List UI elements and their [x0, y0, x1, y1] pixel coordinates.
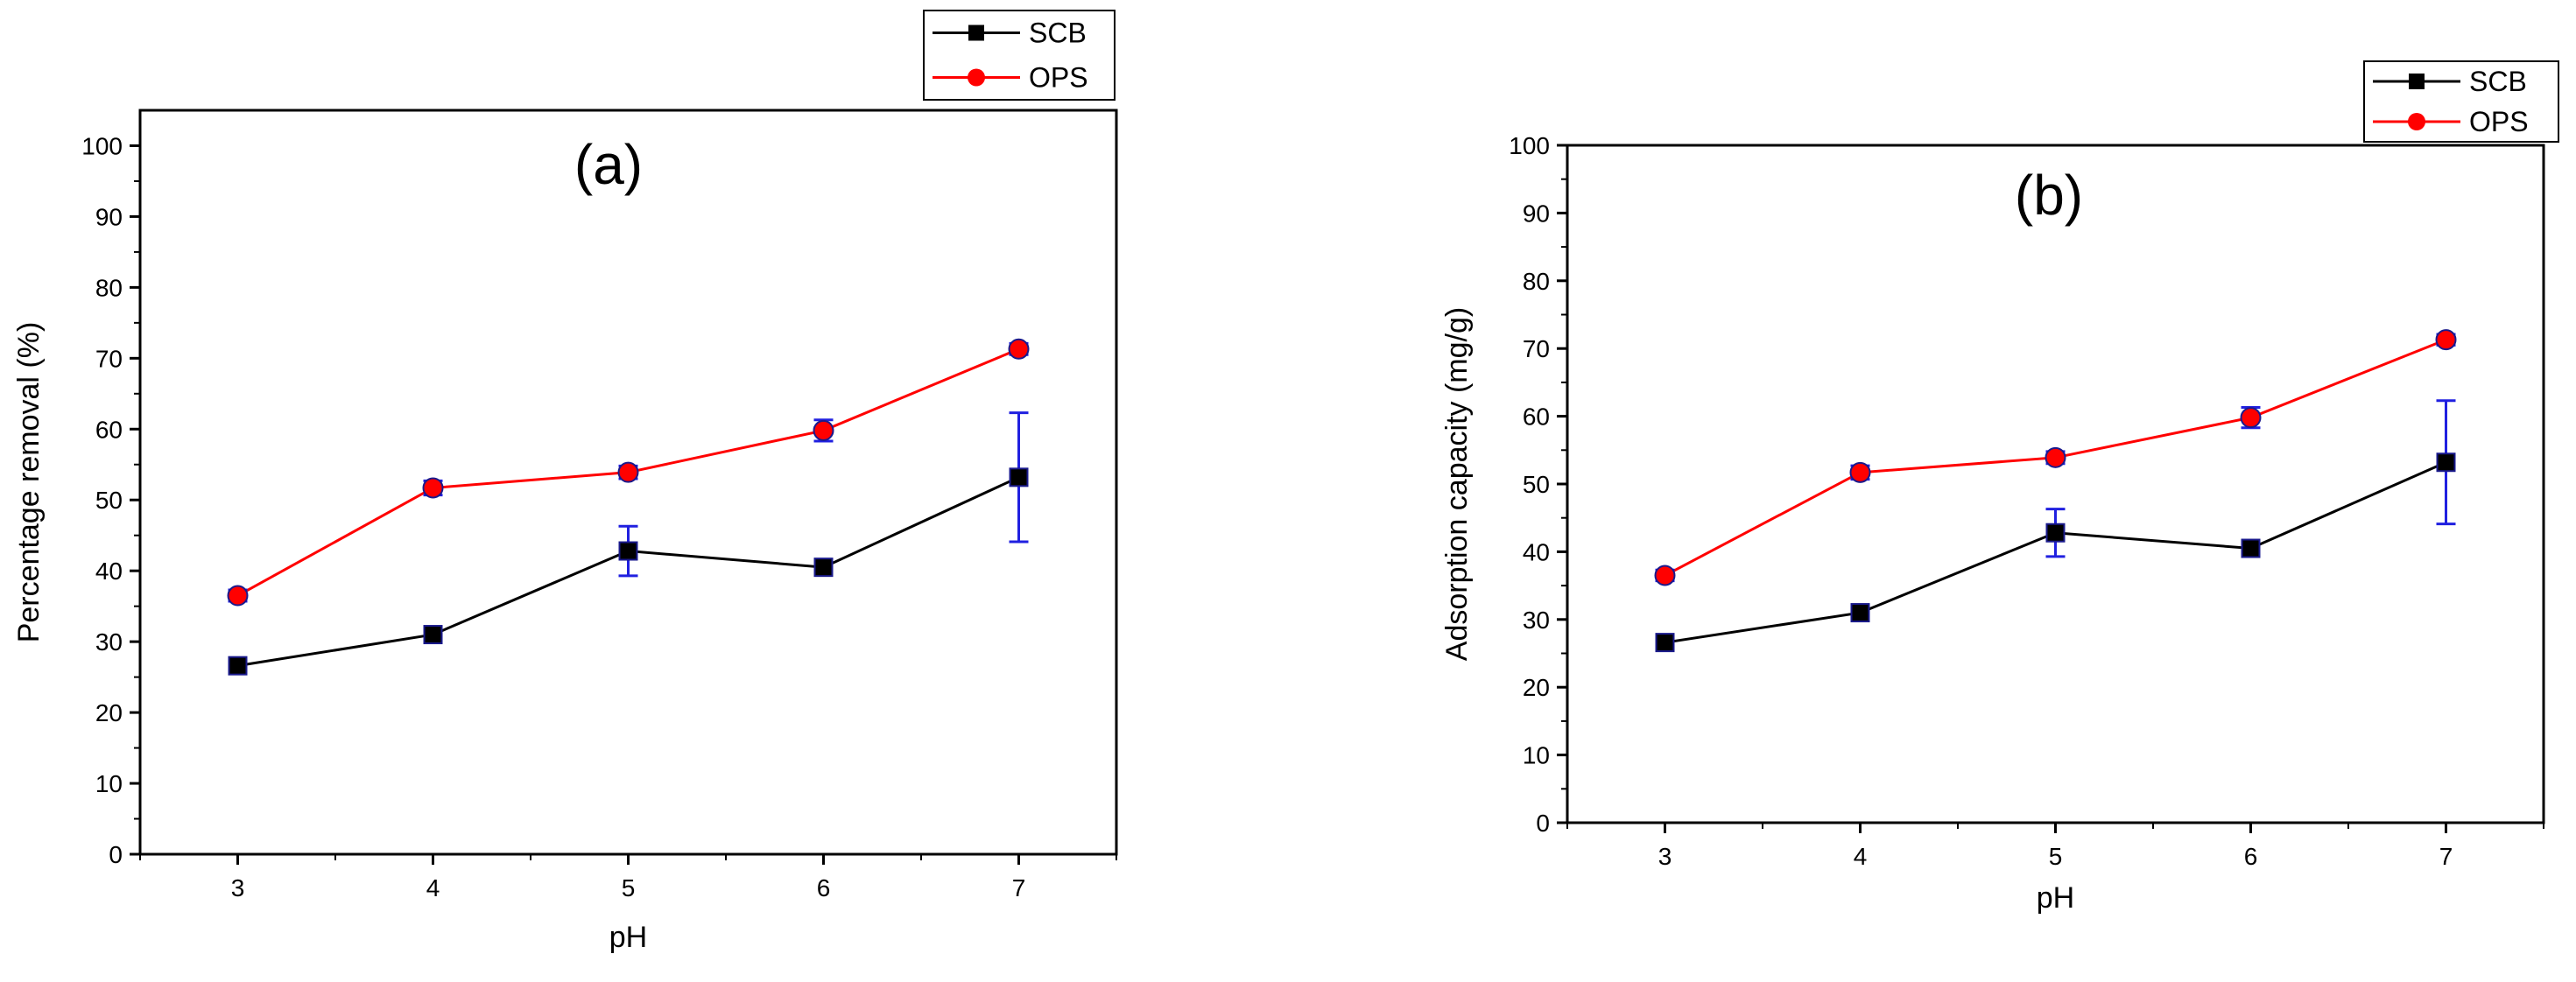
- x-tick-label: 3: [231, 874, 245, 901]
- data-point-ops: [227, 585, 249, 607]
- x-axis-label: pH: [2037, 881, 2074, 915]
- panel-label: (b): [2015, 164, 2083, 227]
- x-tick-label: 6: [2244, 843, 2258, 870]
- chart-panel-b: 0 10 20 30 40 50 60 70 80 90 100 3 4 5 6 7 pH Adsorption …: [1440, 60, 2559, 915]
- data-point-ops: [2435, 329, 2457, 351]
- data-point-scb: [2045, 523, 2066, 543]
- y-tick-label: 60: [1523, 403, 1550, 431]
- data-point-ops: [1654, 565, 1676, 586]
- legend-label-scb: SCB: [1029, 18, 1087, 49]
- y-tick-label: 30: [95, 628, 123, 656]
- y-tick-label: 90: [1523, 200, 1550, 227]
- panel-label: (a): [574, 133, 643, 196]
- legend-marker-scb: [968, 25, 984, 41]
- x-tick-label: 6: [817, 874, 831, 901]
- y-tick-label: 50: [1523, 471, 1550, 498]
- y-tick-label: 10: [95, 770, 123, 797]
- chart-panel-a: 0 10 20 30 40 50 60 70 80 90 100 3 4 5 6 7 pH Percentage …: [12, 10, 1118, 954]
- y-tick-label: 100: [1509, 132, 1550, 159]
- x-tick-label: 3: [1658, 843, 1672, 870]
- y-tick-label: 70: [1523, 335, 1550, 362]
- data-point-ops: [422, 477, 444, 499]
- data-point-scb: [813, 558, 834, 578]
- x-tick-label: 5: [622, 874, 636, 901]
- y-tick-label: 80: [1523, 268, 1550, 295]
- data-point-scb: [618, 541, 638, 561]
- legend-label-scb: SCB: [2469, 66, 2527, 97]
- data-point-scb: [2436, 452, 2456, 473]
- legend-label-ops: OPS: [1029, 62, 1088, 94]
- y-tick-label: 100: [81, 132, 123, 159]
- y-tick-label: 30: [1523, 607, 1550, 634]
- y-axis-label: Percentage removal (%): [12, 322, 46, 643]
- data-point-scb: [228, 656, 248, 676]
- data-point-ops: [1849, 461, 1871, 483]
- y-tick-label: 40: [95, 558, 123, 585]
- y-tick-label: 90: [95, 203, 123, 230]
- x-tick-label: 4: [426, 874, 440, 901]
- legend-marker-ops: [968, 68, 985, 87]
- y-tick-label: 70: [95, 345, 123, 372]
- y-tick-label: 20: [95, 699, 123, 726]
- data-point-ops: [1008, 338, 1030, 360]
- y-tick-label: 40: [1523, 538, 1550, 565]
- y-tick-label: 10: [1523, 742, 1550, 769]
- x-tick-label: 7: [2439, 843, 2453, 870]
- x-tick-label: 7: [1012, 874, 1026, 901]
- y-axis-label: Adsorption capacity (mg/g): [1440, 307, 1474, 661]
- legend-marker-scb: [2409, 74, 2425, 89]
- x-tick-label: 4: [1854, 843, 1868, 870]
- x-axis-label: pH: [609, 921, 647, 954]
- y-tick-label: 50: [95, 487, 123, 514]
- data-point-ops: [2045, 446, 2066, 468]
- y-tick-label: 80: [95, 274, 123, 301]
- legend-marker-ops: [2408, 113, 2425, 130]
- data-point-scb: [1655, 633, 1675, 653]
- data-point-scb: [423, 625, 443, 645]
- data-point-scb: [1009, 467, 1029, 487]
- y-tick-label: 0: [1536, 810, 1550, 837]
- y-tick-label: 0: [109, 841, 123, 868]
- legend-box: [2363, 60, 2559, 143]
- y-tick-label: 20: [1523, 674, 1550, 701]
- legend-box: [923, 10, 1116, 101]
- data-point-scb: [1850, 603, 1870, 623]
- x-tick-label: 5: [2049, 843, 2063, 870]
- data-point-ops: [617, 461, 639, 483]
- data-point-ops: [813, 419, 834, 441]
- data-point-scb: [2241, 538, 2261, 558]
- legend-label-ops: OPS: [2469, 106, 2529, 137]
- data-point-ops: [2240, 407, 2262, 429]
- y-tick-label: 60: [95, 416, 123, 443]
